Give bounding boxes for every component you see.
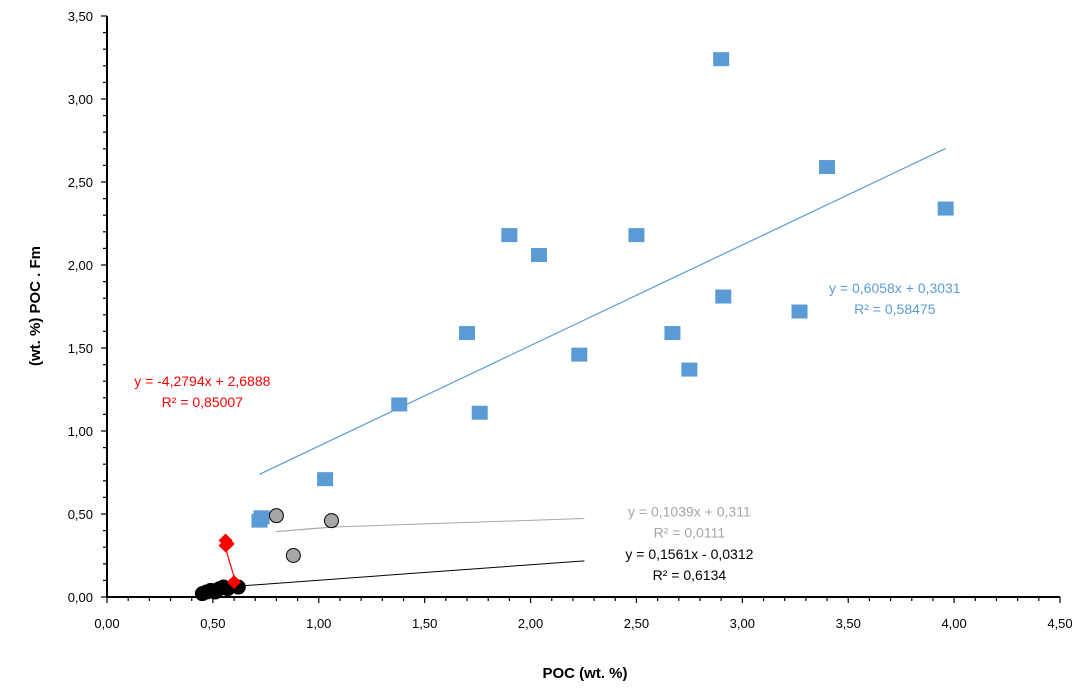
square-marker <box>471 405 488 420</box>
r-squared-label: R² = 0,85007 <box>162 394 244 410</box>
diamond-marker <box>227 575 242 590</box>
x-tick-label: 1,50 <box>412 616 437 631</box>
square-marker <box>681 362 698 377</box>
leader-line-series-1 <box>331 517 585 528</box>
circle-marker <box>285 548 301 563</box>
x-tick-label: 0,50 <box>200 616 225 631</box>
trendline-series-0 <box>259 147 946 475</box>
circle-marker <box>323 513 339 529</box>
diamond-marker <box>220 536 235 551</box>
trendline-series-1 <box>276 526 332 533</box>
square-marker <box>317 472 334 487</box>
square-marker <box>715 289 732 304</box>
r-squared-label: R² = 0,6134 <box>653 567 727 583</box>
square-marker <box>571 347 588 362</box>
x-axis-title: POC (wt. %) <box>543 665 628 682</box>
x-tick-label: 4,50 <box>1047 616 1072 631</box>
equation-label: y = -4,2794x + 2,6888 <box>134 373 270 389</box>
x-tick-label: 0,00 <box>94 616 119 631</box>
y-tick-label: 0,00 <box>68 590 93 605</box>
square-marker <box>628 228 645 243</box>
x-tick-label: 2,00 <box>518 616 543 631</box>
y-tick-label: 2,00 <box>68 258 93 273</box>
data-points <box>194 52 954 602</box>
equation-label: y = 0,1561x - 0,0312 <box>625 546 753 562</box>
trendlines <box>202 147 946 592</box>
square-marker <box>459 326 476 341</box>
leader-line-series-2 <box>238 560 585 587</box>
r-squared-label: R² = 0,0111 <box>654 524 726 540</box>
equation-labels: y = 0,6058x + 0,3031 R² = 0,58475 y = 0,10… <box>134 280 961 583</box>
x-tick-label: 3,50 <box>836 616 861 631</box>
equation-label: y = 0,6058x + 0,3031 <box>829 280 961 296</box>
y-axis-title: (wt. %) POC . Fm <box>27 246 44 366</box>
x-tick-label: 2,50 <box>624 616 649 631</box>
square-marker <box>531 248 548 263</box>
square-marker <box>391 397 408 412</box>
square-marker <box>937 201 954 216</box>
y-tick-label: 1,00 <box>68 424 93 439</box>
square-marker <box>664 326 681 341</box>
y-tick-label: 3,50 <box>68 9 93 24</box>
equation-label: y = 0,1039x + 0,311 <box>628 503 751 519</box>
square-marker <box>253 510 270 525</box>
r-squared-label: R² = 0,58475 <box>854 301 936 317</box>
square-marker <box>791 304 808 319</box>
square-marker <box>501 228 518 243</box>
y-tick-label: 2,50 <box>68 175 93 190</box>
y-tick-label: 1,50 <box>68 341 93 356</box>
axes: 0,00 0,50 1,00 1,50 2,00 2,50 3,00 3,50 4,00 4,50… <box>68 9 1073 631</box>
x-tick-label: 4,00 <box>941 616 966 631</box>
square-marker <box>819 160 836 175</box>
circle-marker <box>268 508 284 524</box>
y-tick-label: 0,50 <box>68 507 93 522</box>
x-tick-label: 3,00 <box>730 616 755 631</box>
square-marker <box>713 52 730 67</box>
y-tick-label: 3,00 <box>68 92 93 107</box>
x-tick-label: 1,00 <box>306 616 331 631</box>
